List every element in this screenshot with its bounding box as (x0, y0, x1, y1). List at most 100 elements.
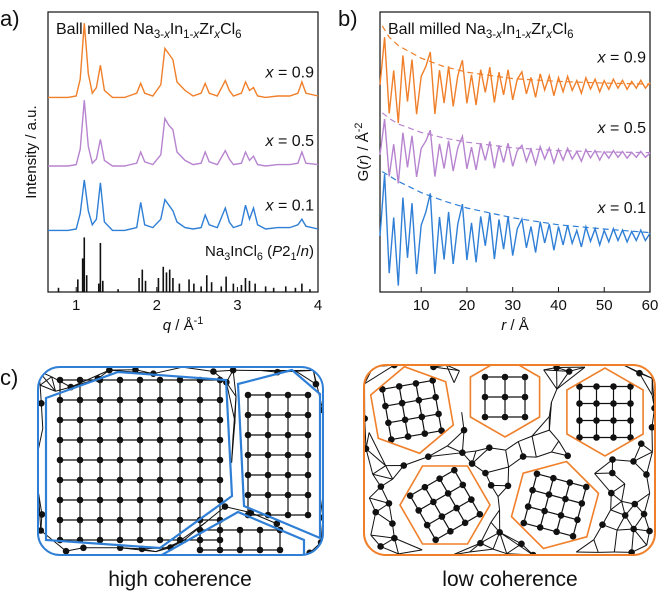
network-bond (364, 365, 395, 385)
atom (56, 496, 64, 504)
network-bond (531, 416, 550, 437)
atom (96, 476, 104, 484)
atom (284, 451, 292, 459)
atom (610, 400, 617, 407)
lattice-bond (424, 486, 451, 532)
lattice-bond (409, 469, 455, 497)
atom (304, 491, 312, 499)
lattice-bond (432, 380, 443, 431)
network-bond (621, 483, 626, 502)
lattice-bond (391, 430, 442, 441)
atom (116, 536, 124, 544)
text-part: = 0.1 (606, 200, 647, 217)
lattice-bond (388, 413, 439, 424)
atom (379, 386, 386, 393)
text-part: Ball milled Na (388, 21, 486, 38)
atom (38, 511, 46, 518)
network-bond (497, 496, 501, 511)
network-bond (633, 528, 648, 546)
grain-boundary (510, 460, 600, 550)
text-part: x (163, 29, 171, 41)
text-part: 1 (290, 251, 296, 263)
atom (304, 471, 312, 479)
network-bond (365, 448, 374, 475)
atom (388, 436, 395, 443)
atom (395, 383, 403, 390)
atom (56, 396, 64, 404)
text-part: x (213, 29, 221, 41)
network-bond (492, 548, 507, 555)
text-part: / (296, 243, 301, 260)
text-part: 3- (486, 29, 496, 41)
data-line (48, 100, 319, 167)
panel-label: c) (0, 365, 18, 390)
atom (244, 491, 252, 499)
atom (521, 413, 529, 421)
network-bond (610, 501, 622, 511)
atom (429, 377, 436, 384)
atom (176, 536, 184, 544)
atom (398, 399, 406, 407)
text-part: Cl (552, 21, 567, 38)
data-line (379, 174, 651, 286)
atom (415, 396, 423, 404)
atom (637, 440, 645, 448)
reference-label: Na3InCl6 (P21/n) (205, 243, 314, 263)
atom (432, 393, 439, 401)
text-part: P (272, 243, 282, 260)
atom (96, 436, 104, 444)
envelope-line (381, 171, 651, 234)
network-bond (232, 370, 237, 397)
atom (156, 456, 164, 464)
atom (38, 527, 45, 534)
atom (521, 373, 529, 381)
atom (76, 496, 84, 504)
network-bond (639, 372, 653, 396)
atom (529, 486, 536, 494)
text-part: ( (263, 243, 272, 260)
network-bond (531, 429, 550, 437)
network-bond (556, 366, 586, 390)
atom (372, 508, 380, 516)
text-part: x (597, 200, 607, 217)
atom (432, 536, 439, 544)
series-label: x = 0.1 (597, 200, 647, 217)
atom (264, 471, 272, 479)
lattice-bond (382, 379, 433, 390)
network-bond (453, 370, 460, 383)
atom (216, 476, 224, 484)
atom (553, 528, 560, 536)
atom (196, 416, 204, 424)
grain-boundary (156, 510, 306, 555)
atom (156, 396, 164, 404)
text-part: x (265, 197, 275, 214)
text-part: x (597, 50, 607, 67)
text-part: x (524, 29, 532, 41)
atom (76, 456, 84, 464)
atom (610, 434, 617, 441)
grain-boundary (399, 465, 491, 545)
atom (461, 519, 469, 527)
atom (196, 456, 204, 464)
network-bond (452, 542, 481, 555)
lattice-bond (523, 522, 574, 537)
x-tick-label: 2 (153, 297, 161, 314)
atom (536, 524, 544, 531)
atom (578, 500, 586, 507)
left-box (37, 366, 324, 556)
atom (481, 393, 489, 401)
atom (216, 436, 224, 444)
atom (593, 417, 600, 424)
network-bond (225, 382, 236, 422)
atom (156, 476, 164, 484)
atom (264, 451, 272, 459)
network-bond (428, 445, 448, 458)
network-bond (388, 503, 393, 524)
atom (264, 411, 272, 419)
network-bond (428, 452, 463, 458)
text-part: Zr (531, 21, 547, 38)
y-axis-label: Intensity / a.u. (23, 105, 40, 198)
text-part: x (192, 29, 200, 41)
atom (244, 391, 252, 399)
network-bond (39, 376, 52, 386)
